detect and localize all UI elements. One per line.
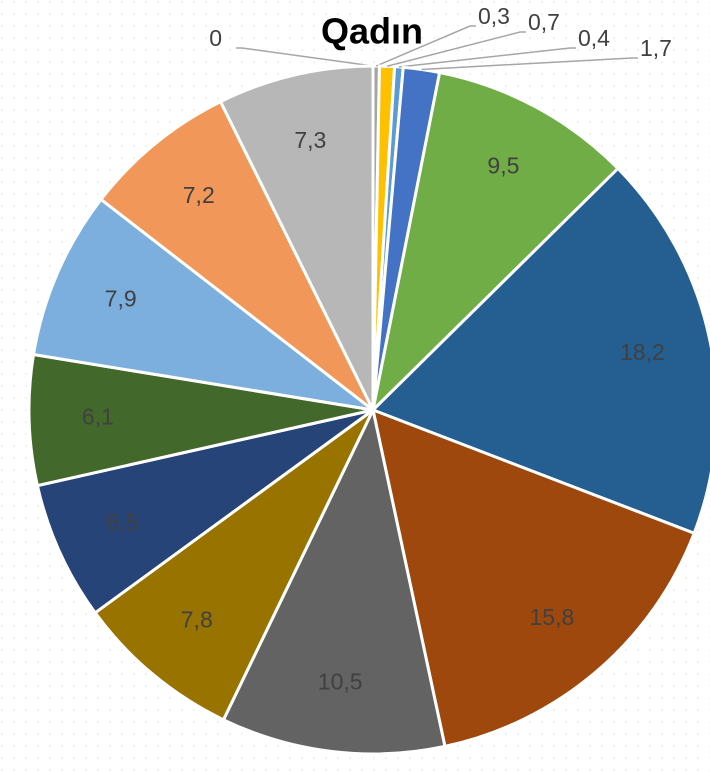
leader-line [386, 31, 526, 68]
chart-title: Qadın [321, 11, 423, 52]
data-label: 7,2 [183, 182, 215, 208]
pie-slice [221, 405, 447, 756]
data-label: 0,4 [578, 25, 610, 51]
pie-slice [27, 352, 374, 488]
pie-slice [370, 407, 697, 749]
data-label: 0,7 [528, 9, 560, 35]
leader-line [236, 47, 374, 67]
leader-line [398, 47, 576, 68]
data-label: 6,5 [106, 509, 138, 535]
data-label: 9,5 [487, 153, 519, 179]
pie-slice [98, 99, 375, 412]
leader-line [421, 57, 638, 71]
data-label: 7,3 [294, 127, 326, 153]
pie-slice [93, 408, 375, 722]
leader-line [375, 25, 476, 67]
data-label: 7,8 [181, 606, 213, 632]
data-label: 7,9 [105, 285, 137, 311]
data-label: 10,5 [318, 668, 363, 694]
data-label: 15,8 [529, 604, 574, 630]
data-label: 0 [209, 25, 222, 51]
data-label: 18,2 [620, 339, 665, 365]
data-label: 1,7 [640, 35, 672, 61]
pie-slice [370, 70, 621, 415]
pie-slice [35, 408, 374, 615]
data-label: 6,1 [82, 403, 114, 429]
pie-slice [218, 64, 375, 411]
data-label: 0,3 [478, 3, 510, 29]
pie-slice [31, 197, 374, 412]
